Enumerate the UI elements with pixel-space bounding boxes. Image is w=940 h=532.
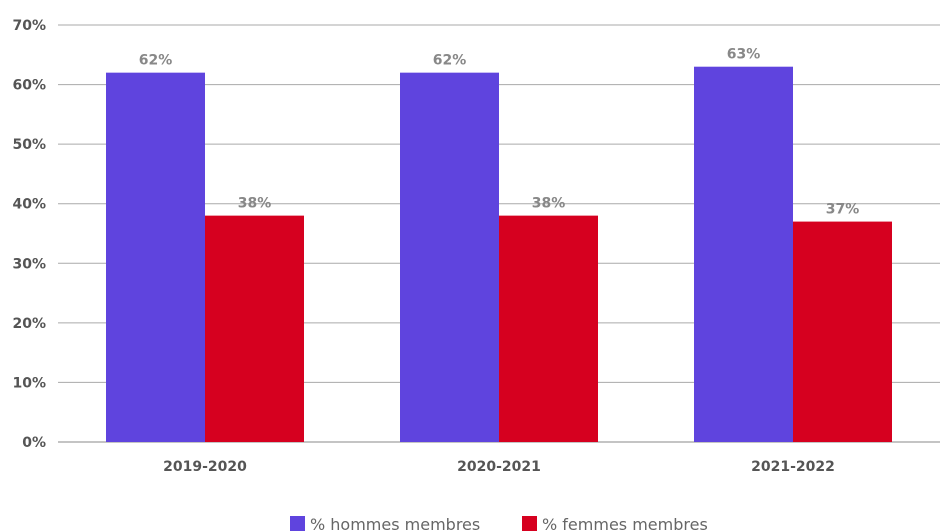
y-tick-label: 0%	[22, 435, 46, 451]
data-label: 38%	[532, 196, 566, 212]
data-label: 37%	[826, 202, 860, 218]
bars	[106, 66, 892, 443]
y-axis: 0% 10% 20% 30% 40% 50% 60% 70%	[12, 18, 46, 451]
data-label: 63%	[727, 47, 761, 63]
y-tick-label: 40%	[12, 197, 46, 213]
bar-femmes-2019-2020	[205, 215, 304, 442]
y-tick-label: 60%	[12, 78, 46, 94]
bar-hommes-2019-2020	[106, 72, 205, 443]
legend-item-hommes: % hommes membres	[290, 515, 480, 532]
x-tick-label: 2021-2022	[751, 459, 835, 475]
legend-item-femmes: % femmes membres	[522, 515, 708, 532]
legend-swatch	[290, 516, 305, 531]
data-label: 38%	[238, 196, 272, 212]
bar-femmes-2021-2022	[793, 221, 892, 442]
y-tick-label: 10%	[12, 375, 46, 391]
legend-swatch	[522, 516, 537, 531]
legend: % hommes membres % femmes membres	[290, 515, 708, 532]
y-tick-label: 30%	[12, 256, 46, 272]
y-tick-label: 20%	[12, 316, 46, 332]
data-label: 62%	[433, 53, 467, 69]
bar-femmes-2020-2021	[499, 215, 598, 442]
data-labels: 62% 38% 62% 38% 63% 37%	[139, 47, 860, 218]
x-tick-label: 2020-2021	[457, 459, 541, 475]
y-tick-label: 50%	[12, 137, 46, 153]
bar-hommes-2021-2022	[694, 66, 793, 442]
y-tick-label: 70%	[12, 18, 46, 34]
legend-label: % hommes membres	[310, 515, 480, 532]
data-label: 62%	[139, 53, 173, 69]
legend-label: % femmes membres	[542, 515, 708, 532]
x-axis: 2019-2020 2020-2021 2021-2022	[163, 459, 835, 475]
x-tick-label: 2019-2020	[163, 459, 247, 475]
bar-hommes-2020-2021	[400, 72, 499, 443]
